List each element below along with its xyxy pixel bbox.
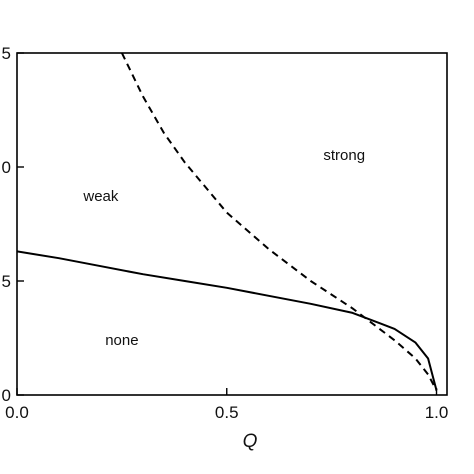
region-label-none: none — [105, 332, 138, 349]
y-tick-label: 5 — [2, 272, 11, 291]
y-tick-label: 0 — [2, 158, 11, 177]
x-tick-label: 0.0 — [5, 403, 29, 422]
y-tick-label: 0 — [2, 386, 11, 405]
region-label-strong: strong — [323, 147, 365, 164]
series-dashed-line — [121, 53, 438, 391]
region-label-weak: weak — [82, 188, 119, 205]
y-tick-label: 5 — [2, 44, 11, 63]
series-solid-line — [17, 250, 438, 391]
x-axis-title: Q — [243, 431, 258, 452]
x-tick-label: 0.5 — [215, 403, 239, 422]
x-tick-label: 1.0 — [425, 403, 449, 422]
plot-frame — [16, 52, 448, 396]
